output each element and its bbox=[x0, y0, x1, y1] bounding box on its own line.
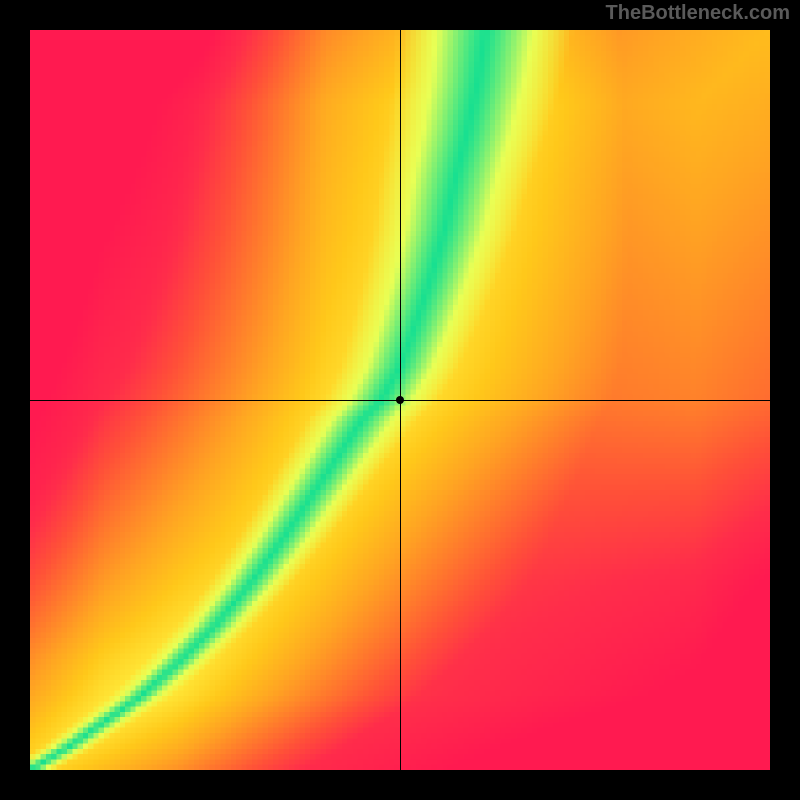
chart-container: TheBottleneck.com bbox=[0, 0, 800, 800]
watermark-text: TheBottleneck.com bbox=[606, 2, 790, 25]
crosshair-marker bbox=[396, 396, 404, 404]
